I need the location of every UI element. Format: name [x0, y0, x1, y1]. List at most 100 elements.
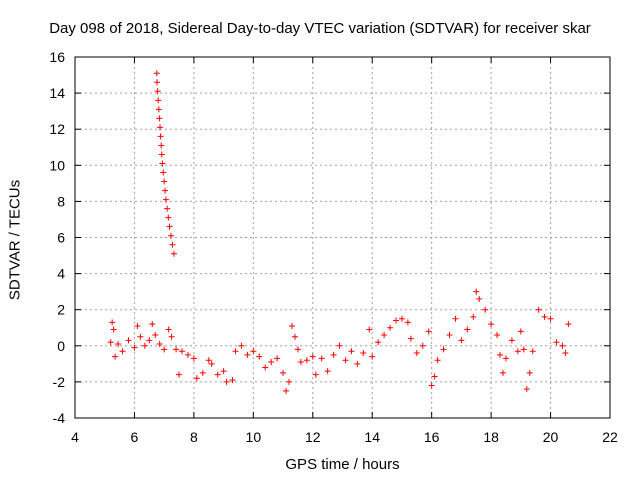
series-high-arc	[153, 70, 177, 257]
data-point	[387, 324, 394, 331]
data-point	[562, 350, 569, 357]
y-tick-label: 14	[49, 85, 65, 101]
data-point	[517, 328, 524, 335]
data-point	[159, 160, 166, 167]
data-point	[312, 371, 319, 378]
data-point	[428, 382, 435, 389]
data-point	[250, 348, 257, 355]
x-tick-label: 4	[71, 429, 79, 445]
data-point	[535, 306, 542, 313]
data-point	[452, 315, 459, 322]
data-point	[309, 353, 316, 360]
data-point	[425, 328, 432, 335]
data-point	[398, 315, 405, 322]
x-tick-labels: 4 6 8 10 12 14 16 18 20 22	[71, 429, 618, 445]
data-point	[119, 348, 126, 355]
data-point	[446, 331, 453, 338]
data-point	[303, 357, 310, 364]
data-point	[294, 346, 301, 353]
data-point	[168, 232, 175, 239]
data-point	[547, 315, 554, 322]
y-tick-label: 4	[57, 266, 65, 282]
data-points	[107, 70, 572, 394]
data-point	[160, 169, 167, 176]
data-point	[381, 331, 388, 338]
y-tick-label: 10	[49, 157, 65, 173]
data-point	[268, 359, 275, 366]
data-point	[482, 306, 489, 313]
data-point	[168, 333, 175, 340]
data-point	[205, 357, 212, 364]
x-tick-label: 22	[602, 429, 618, 445]
data-point	[156, 115, 163, 122]
data-point	[458, 337, 465, 344]
data-point	[529, 348, 536, 355]
data-point	[157, 124, 164, 131]
grid-lines	[75, 57, 610, 418]
data-point	[157, 133, 164, 140]
y-tick-label: -4	[53, 410, 66, 426]
data-point	[565, 321, 572, 328]
data-point	[112, 353, 119, 360]
tick-marks	[74, 56, 611, 419]
data-point	[476, 295, 483, 302]
data-point	[413, 350, 420, 357]
data-point	[488, 321, 495, 328]
data-point	[134, 322, 141, 329]
x-tick-label: 18	[483, 429, 499, 445]
data-point	[161, 346, 168, 353]
data-point	[497, 351, 504, 358]
data-point	[109, 319, 116, 326]
data-point	[502, 355, 509, 362]
y-tick-label: 16	[49, 49, 65, 65]
data-point	[354, 360, 361, 367]
data-point	[170, 250, 177, 257]
data-point	[146, 337, 153, 344]
data-point	[193, 375, 200, 382]
data-point	[324, 368, 331, 375]
data-point	[541, 313, 548, 320]
y-tick-label: 0	[57, 338, 65, 354]
data-point	[137, 333, 144, 340]
data-point	[152, 331, 159, 338]
data-point	[526, 369, 533, 376]
data-point	[110, 326, 117, 333]
y-tick-label: 12	[49, 121, 65, 137]
data-point	[154, 79, 161, 86]
data-point	[154, 88, 161, 95]
data-point	[166, 223, 173, 230]
data-point	[165, 214, 172, 221]
data-point	[464, 326, 471, 333]
data-point	[330, 351, 337, 358]
y-tick-label: 6	[57, 230, 65, 246]
data-point	[366, 326, 373, 333]
data-point	[407, 335, 414, 342]
data-point	[369, 353, 376, 360]
data-point	[514, 348, 521, 355]
data-point	[184, 351, 191, 358]
data-point	[342, 357, 349, 364]
data-point	[149, 321, 156, 328]
data-point	[431, 373, 438, 380]
x-tick-label: 14	[364, 429, 380, 445]
data-point	[162, 187, 169, 194]
y-tick-label: 2	[57, 302, 65, 318]
series-main-band	[107, 288, 572, 394]
x-tick-label: 20	[543, 429, 559, 445]
data-point	[494, 331, 501, 338]
data-point	[214, 371, 221, 378]
data-point	[470, 313, 477, 320]
x-tick-label: 8	[190, 429, 198, 445]
data-point	[190, 355, 197, 362]
data-point	[360, 350, 367, 357]
data-point	[155, 97, 162, 104]
data-point	[238, 342, 245, 349]
data-point	[553, 339, 560, 346]
x-tick-label: 12	[305, 429, 321, 445]
y-tick-labels: -4 -2 0 2 4 6 8 10 12 14 16	[49, 49, 65, 426]
data-point	[508, 337, 515, 344]
data-point	[393, 317, 399, 324]
data-point	[440, 346, 447, 353]
data-point	[125, 337, 132, 344]
